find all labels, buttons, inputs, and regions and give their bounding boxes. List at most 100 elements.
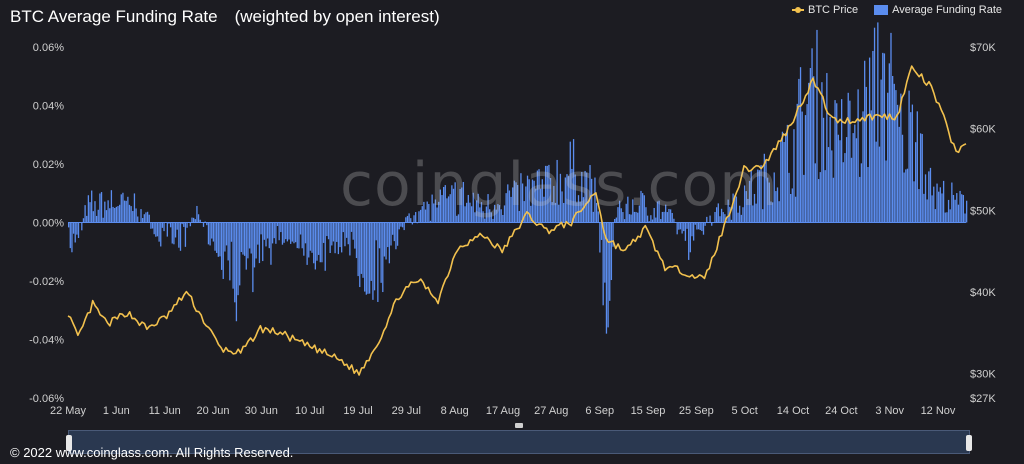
funding-bar xyxy=(283,222,285,243)
funding-bar xyxy=(855,138,858,223)
funding-bar xyxy=(781,131,784,223)
funding-bar xyxy=(401,222,404,228)
x-tick-label: 17 Aug xyxy=(486,405,520,417)
funding-bar xyxy=(913,181,915,223)
funding-bar xyxy=(936,183,938,223)
funding-bar xyxy=(492,218,494,223)
funding-bar xyxy=(224,222,226,252)
y-left-tick-label: 0.00% xyxy=(33,218,64,230)
funding-bar xyxy=(299,222,302,235)
funding-bar xyxy=(860,163,863,223)
funding-bar xyxy=(607,222,609,328)
funding-bar xyxy=(362,222,364,278)
funding-bar xyxy=(211,222,213,239)
funding-bar xyxy=(82,218,85,223)
funding-bar xyxy=(762,209,764,223)
funding-bar xyxy=(949,209,951,223)
funding-bar xyxy=(962,194,965,223)
navigator-right-handle[interactable] xyxy=(966,435,972,451)
funding-bar xyxy=(485,206,488,223)
funding-bar xyxy=(419,209,422,223)
legend-swatch-rate xyxy=(874,5,889,15)
funding-bar xyxy=(313,222,315,264)
funding-bar xyxy=(523,201,525,223)
funding-bar xyxy=(635,211,637,223)
funding-bar xyxy=(359,222,361,288)
funding-bar xyxy=(216,222,218,253)
funding-bar xyxy=(339,222,341,248)
funding-bar xyxy=(837,134,840,223)
funding-bar xyxy=(222,222,224,279)
funding-bar xyxy=(951,182,953,223)
funding-bar xyxy=(472,192,474,223)
funding-bar xyxy=(604,222,606,283)
funding-bar xyxy=(868,57,871,223)
funding-bar xyxy=(444,185,446,223)
funding-bar xyxy=(929,167,932,223)
funding-bar xyxy=(847,92,849,223)
funding-bar xyxy=(525,186,527,223)
funding-bar xyxy=(267,222,269,239)
funding-bar xyxy=(183,222,185,227)
funding-bar xyxy=(92,211,94,223)
funding-bar xyxy=(798,78,800,223)
funding-bar xyxy=(130,206,132,223)
funding-bar xyxy=(87,195,90,223)
funding-bar xyxy=(143,214,145,223)
funding-bar xyxy=(888,63,890,223)
funding-bar xyxy=(711,222,713,226)
funding-bar xyxy=(439,189,441,223)
funding-bar xyxy=(421,206,423,223)
funding-bar xyxy=(686,222,688,229)
funding-bar xyxy=(150,222,152,229)
funding-bar xyxy=(441,195,443,223)
funding-bar xyxy=(617,207,619,223)
x-tick-label: 10 Jul xyxy=(295,405,324,417)
range-navigator[interactable] xyxy=(66,430,972,454)
funding-bar xyxy=(806,104,808,223)
funding-bar xyxy=(765,160,767,223)
funding-bar xyxy=(95,215,98,223)
funding-bar xyxy=(832,177,835,223)
funding-bar xyxy=(498,205,501,223)
navigator-left-handle[interactable] xyxy=(66,435,72,451)
funding-bar xyxy=(520,173,522,223)
x-tick-label: 1 Jun xyxy=(103,405,130,417)
funding-bar xyxy=(773,172,775,223)
funding-rate-chart[interactable]: 0.06% 0.04% 0.02% 0.00% -0.02% -0.04% -0.06% $… xyxy=(0,0,1024,430)
funding-bar xyxy=(500,209,502,223)
funding-bar xyxy=(352,222,354,240)
funding-bar xyxy=(594,177,596,223)
funding-bar xyxy=(656,201,659,223)
funding-bar xyxy=(380,222,382,283)
funding-bar xyxy=(551,202,553,223)
navigator-grip-icon[interactable] xyxy=(515,423,523,428)
funding-bar xyxy=(105,210,108,223)
funding-bar xyxy=(760,165,762,223)
funding-bar xyxy=(875,141,877,223)
funding-bar xyxy=(903,172,905,223)
funding-bar xyxy=(916,111,918,223)
funding-bar xyxy=(406,215,409,223)
funding-bar xyxy=(658,200,660,223)
funding-bar xyxy=(214,222,216,251)
funding-bar xyxy=(862,111,864,223)
legend-item-price[interactable]: BTC Price xyxy=(792,4,858,16)
funding-bar xyxy=(942,180,945,223)
funding-bar xyxy=(640,190,642,223)
funding-bar xyxy=(424,209,427,223)
legend-item-rate[interactable]: Average Funding Rate xyxy=(874,4,1002,16)
funding-bar xyxy=(645,207,647,223)
funding-bar xyxy=(288,222,290,240)
funding-bar xyxy=(794,196,797,223)
funding-bar xyxy=(857,89,859,223)
y-left-tick-label: -0.02% xyxy=(29,276,64,288)
funding-bar xyxy=(966,200,968,223)
funding-bar xyxy=(934,209,937,223)
funding-bar xyxy=(688,222,690,260)
funding-bar xyxy=(722,212,724,223)
funding-bar xyxy=(637,212,639,223)
funding-bar xyxy=(941,193,943,223)
funding-bar xyxy=(692,222,695,241)
funding-bar xyxy=(321,222,323,263)
